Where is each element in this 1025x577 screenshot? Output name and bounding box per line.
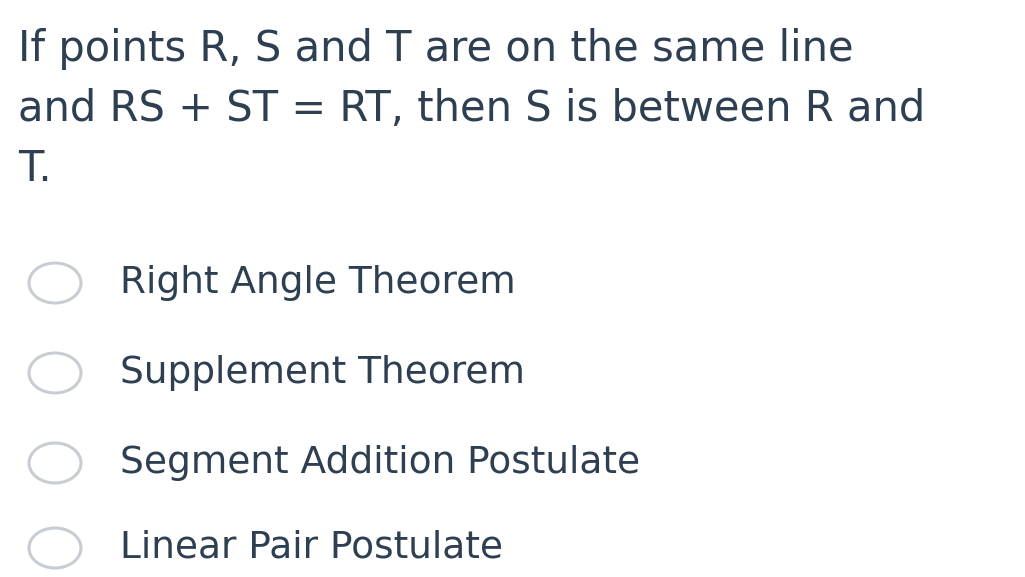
Text: If points R, S and T are on the same line: If points R, S and T are on the same lin…: [18, 28, 854, 70]
Text: and RS + ST = RT, then S is between R and: and RS + ST = RT, then S is between R an…: [18, 88, 926, 130]
Text: Linear Pair Postulate: Linear Pair Postulate: [120, 530, 503, 566]
Text: Segment Addition Postulate: Segment Addition Postulate: [120, 445, 641, 481]
Text: Supplement Theorem: Supplement Theorem: [120, 355, 525, 391]
Text: Right Angle Theorem: Right Angle Theorem: [120, 265, 516, 301]
Text: T.: T.: [18, 148, 51, 190]
